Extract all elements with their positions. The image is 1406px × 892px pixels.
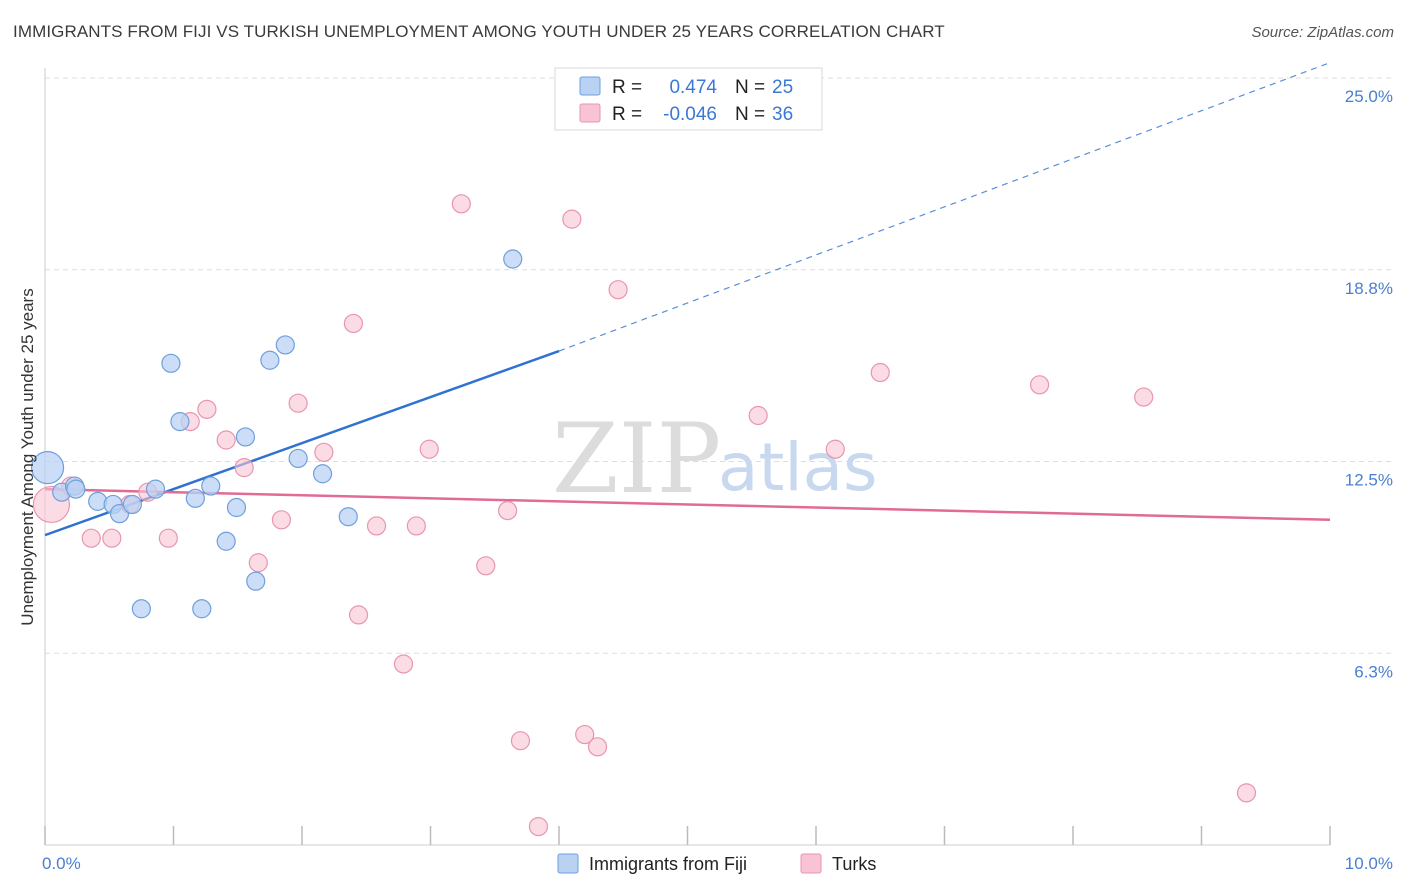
point-turks-6 bbox=[158, 528, 178, 548]
point-fiji-0 bbox=[30, 451, 65, 485]
point-turks-29 bbox=[608, 280, 628, 300]
point-fiji-16 bbox=[235, 427, 256, 447]
chart-title: IMMIGRANTS FROM FIJI VS TURKISH UNEMPLOY… bbox=[13, 22, 945, 41]
point-turks-19 bbox=[406, 516, 426, 536]
y-tick-label-3: 25.0% bbox=[1345, 87, 1393, 106]
grid-lines bbox=[45, 77, 1395, 654]
bottom-legend-fiji-swatch bbox=[557, 853, 579, 874]
point-turks-20 bbox=[419, 439, 439, 459]
trend-line-turks bbox=[44, 487, 1331, 522]
legend-turks-n-value: 36 bbox=[772, 104, 793, 125]
point-turks-12 bbox=[271, 510, 292, 530]
point-turks-27 bbox=[575, 724, 595, 745]
point-fiji-13 bbox=[201, 476, 221, 496]
point-turks-22 bbox=[476, 556, 496, 576]
legend-box: R = 0.474 N = 25 R = -0.046 N = 36 bbox=[554, 67, 823, 131]
point-turks-2 bbox=[81, 528, 101, 548]
y-axis-label: Unemployment Among Youth under 25 years bbox=[18, 288, 37, 625]
legend-turks-n-label: N = bbox=[735, 104, 765, 125]
point-fiji-22 bbox=[338, 507, 358, 527]
point-turks-26 bbox=[562, 209, 582, 229]
point-turks-3 bbox=[102, 528, 122, 548]
legend-fiji-swatch bbox=[579, 76, 601, 96]
trend-line-fiji-extension bbox=[558, 62, 1331, 352]
point-fiji-14 bbox=[216, 531, 236, 551]
bottom-legend-turks-swatch bbox=[800, 853, 822, 874]
point-turks-28 bbox=[587, 737, 608, 757]
point-fiji-9 bbox=[161, 353, 181, 373]
point-fiji-17 bbox=[246, 571, 266, 591]
source-credit: Source: ZipAtlas.com bbox=[1251, 24, 1394, 41]
point-turks-33 bbox=[1029, 375, 1050, 395]
legend-turks-r-label: R = bbox=[612, 104, 642, 125]
point-turks-11 bbox=[248, 553, 268, 573]
x-tick-label-1: 10.0% bbox=[1345, 854, 1393, 873]
x-tick-label-0: 0.0% bbox=[42, 854, 81, 873]
legend-fiji-r-label: R = bbox=[612, 77, 642, 98]
point-turks-8 bbox=[197, 399, 217, 419]
point-fiji-10 bbox=[170, 412, 190, 432]
watermark-zip: ZIP bbox=[552, 403, 721, 515]
point-fiji-23 bbox=[503, 249, 523, 269]
point-turks-13 bbox=[288, 393, 308, 413]
bottom-legend-fiji-label: Immigrants from Fiji bbox=[589, 854, 747, 874]
point-turks-31 bbox=[825, 439, 845, 459]
point-turks-17 bbox=[366, 516, 387, 536]
y-tick-label-1: 12.5% bbox=[1345, 471, 1393, 490]
point-turks-16 bbox=[348, 605, 369, 625]
point-fiji-6 bbox=[122, 494, 142, 515]
point-fiji-8 bbox=[145, 479, 166, 499]
point-turks-32 bbox=[870, 362, 890, 383]
point-turks-30 bbox=[748, 405, 768, 426]
y-tick-label-2: 18.8% bbox=[1345, 279, 1393, 298]
y-tick-label-0: 6.3% bbox=[1354, 662, 1393, 681]
point-fiji-12 bbox=[192, 599, 212, 619]
point-fiji-18 bbox=[260, 350, 280, 370]
legend-fiji-r-value: 0.474 bbox=[669, 77, 717, 98]
series-turks bbox=[32, 194, 1257, 837]
tick-labels: 6.3% 12.5% 18.8% 25.0% 0.0% 10.0% bbox=[42, 87, 1393, 873]
watermark-atlas: atlas bbox=[718, 429, 878, 506]
point-turks-15 bbox=[343, 313, 363, 334]
point-fiji-11 bbox=[185, 488, 205, 508]
bottom-legend: Immigrants from Fiji Turks bbox=[557, 853, 876, 874]
legend-turks-swatch bbox=[579, 103, 601, 123]
point-fiji-21 bbox=[312, 464, 333, 484]
point-fiji-7 bbox=[131, 599, 151, 619]
point-turks-34 bbox=[1134, 387, 1154, 407]
point-turks-10 bbox=[234, 458, 254, 478]
point-fiji-20 bbox=[288, 448, 308, 469]
series-fiji bbox=[30, 249, 523, 619]
point-turks-14 bbox=[314, 442, 334, 462]
point-turks-9 bbox=[216, 430, 236, 450]
point-fiji-3 bbox=[88, 491, 108, 511]
point-turks-25 bbox=[528, 816, 549, 837]
bottom-legend-turks-label: Turks bbox=[832, 854, 876, 874]
legend-fiji-n-value: 25 bbox=[772, 77, 793, 98]
point-turks-21 bbox=[451, 194, 471, 214]
point-fiji-19 bbox=[275, 335, 295, 355]
legend-fiji-n-label: N = bbox=[735, 77, 765, 98]
point-fiji-24 bbox=[66, 479, 86, 499]
point-turks-24 bbox=[510, 731, 531, 751]
point-turks-18 bbox=[393, 654, 414, 674]
point-fiji-15 bbox=[226, 497, 247, 518]
legend-turks-r-value: -0.046 bbox=[663, 104, 717, 125]
point-turks-23 bbox=[498, 500, 518, 521]
point-turks-35 bbox=[1236, 783, 1257, 803]
